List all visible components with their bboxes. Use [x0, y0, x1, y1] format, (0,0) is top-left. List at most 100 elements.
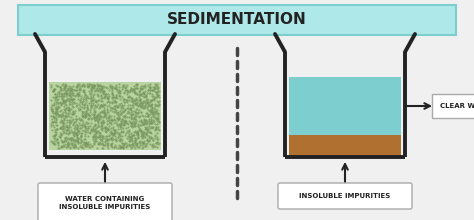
Point: [107, 132, 115, 136]
Point: [68, 87, 75, 91]
Point: [118, 112, 125, 116]
Point: [132, 114, 140, 118]
Point: [129, 117, 137, 121]
Point: [155, 120, 163, 124]
Point: [128, 100, 135, 103]
Point: [74, 93, 82, 97]
Point: [137, 141, 144, 145]
Point: [116, 110, 124, 113]
Point: [94, 135, 102, 139]
Point: [85, 117, 92, 120]
Point: [126, 120, 134, 124]
Point: [55, 113, 63, 117]
Point: [71, 128, 79, 132]
Point: [95, 122, 102, 126]
Point: [75, 129, 82, 133]
Point: [148, 109, 156, 112]
Point: [111, 128, 118, 131]
Point: [153, 94, 161, 97]
Point: [113, 122, 121, 126]
Point: [89, 127, 96, 130]
Point: [64, 143, 72, 146]
Point: [64, 87, 72, 91]
Point: [107, 120, 114, 124]
Point: [89, 135, 97, 139]
Point: [77, 140, 84, 143]
Point: [58, 97, 66, 100]
Point: [132, 97, 140, 101]
Point: [127, 124, 135, 127]
Point: [62, 136, 69, 140]
Point: [132, 144, 140, 147]
Point: [59, 124, 67, 128]
Point: [155, 143, 162, 146]
Point: [141, 89, 148, 93]
Point: [108, 95, 116, 98]
Point: [100, 103, 107, 106]
Point: [65, 108, 73, 112]
Point: [66, 136, 74, 140]
Point: [123, 137, 131, 140]
Point: [82, 112, 89, 116]
Point: [62, 98, 70, 102]
Point: [96, 134, 104, 138]
Point: [93, 115, 101, 118]
Point: [98, 146, 106, 149]
Point: [108, 146, 116, 149]
Point: [101, 95, 109, 98]
Point: [131, 124, 138, 127]
Point: [48, 120, 55, 124]
Point: [146, 104, 153, 108]
Point: [155, 103, 163, 106]
Point: [150, 109, 158, 112]
Point: [118, 101, 125, 105]
Point: [109, 118, 117, 122]
Point: [70, 145, 78, 149]
Point: [131, 91, 138, 94]
Point: [97, 86, 105, 89]
Point: [146, 120, 153, 124]
Point: [111, 134, 119, 137]
Point: [97, 104, 105, 107]
Point: [92, 115, 100, 118]
Point: [140, 122, 148, 126]
Point: [128, 87, 135, 90]
Point: [87, 88, 95, 91]
Point: [102, 138, 109, 141]
Point: [116, 88, 123, 92]
Point: [84, 124, 92, 127]
Point: [140, 100, 148, 103]
Point: [111, 99, 118, 103]
Point: [48, 110, 56, 113]
Point: [73, 130, 81, 134]
Point: [83, 111, 91, 115]
Point: [86, 96, 93, 100]
Point: [72, 88, 80, 92]
Point: [141, 127, 148, 131]
Point: [52, 110, 60, 113]
Point: [139, 106, 147, 109]
Point: [99, 139, 106, 143]
Point: [152, 103, 160, 107]
Point: [112, 103, 119, 107]
Point: [130, 134, 137, 137]
Point: [116, 123, 124, 127]
Point: [148, 111, 155, 114]
Point: [117, 91, 124, 95]
Point: [139, 140, 146, 143]
Point: [91, 118, 99, 122]
Point: [101, 129, 109, 133]
Point: [142, 95, 150, 98]
Point: [75, 117, 83, 121]
Point: [141, 118, 148, 121]
Point: [67, 136, 75, 140]
Point: [49, 124, 56, 127]
Bar: [289, 77, 401, 135]
Point: [108, 132, 116, 135]
Point: [129, 144, 137, 147]
Point: [79, 114, 86, 117]
Point: [121, 86, 129, 90]
Point: [128, 122, 136, 125]
Point: [108, 131, 115, 135]
Point: [125, 129, 132, 133]
